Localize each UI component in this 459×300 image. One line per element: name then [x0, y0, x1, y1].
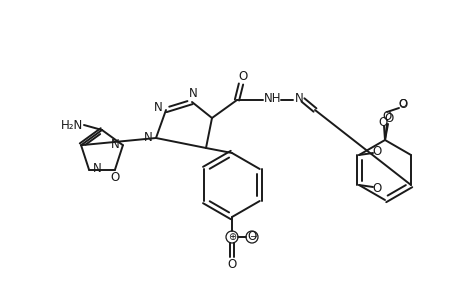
Text: N: N	[110, 138, 119, 151]
Text: H₂N: H₂N	[61, 118, 83, 131]
Text: O: O	[378, 116, 387, 128]
Text: NH: NH	[263, 92, 281, 104]
Text: N: N	[93, 162, 101, 175]
Text: O: O	[381, 110, 391, 122]
Text: ⊕: ⊕	[228, 232, 235, 242]
Text: O: O	[372, 182, 381, 196]
Text: N: N	[143, 130, 152, 143]
Text: O: O	[384, 112, 393, 124]
Text: O: O	[110, 171, 119, 184]
Text: O: O	[227, 259, 236, 272]
Text: −: −	[249, 232, 256, 241]
Text: O: O	[247, 230, 256, 244]
Text: O: O	[397, 98, 407, 110]
Text: O: O	[372, 145, 381, 158]
Text: O: O	[238, 70, 247, 83]
Text: N: N	[153, 100, 162, 113]
Text: N: N	[294, 92, 303, 104]
Text: N: N	[188, 86, 197, 100]
Text: O: O	[398, 99, 407, 109]
